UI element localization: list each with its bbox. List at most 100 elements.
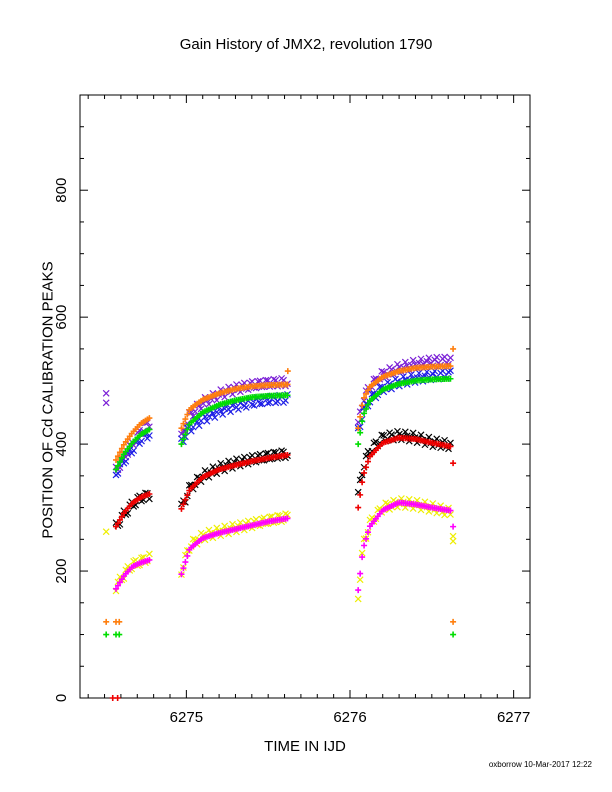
data-point bbox=[219, 410, 227, 418]
data-point bbox=[116, 449, 123, 456]
data-point bbox=[284, 392, 291, 399]
data-point bbox=[236, 519, 244, 526]
data-point bbox=[359, 402, 366, 409]
data-point bbox=[355, 587, 362, 594]
data-point bbox=[357, 491, 364, 498]
data-point bbox=[180, 565, 187, 572]
data-point bbox=[363, 535, 370, 542]
data-point bbox=[256, 400, 264, 408]
data-point bbox=[146, 426, 153, 433]
data-point bbox=[441, 353, 449, 361]
data-point bbox=[118, 513, 125, 520]
data-point bbox=[363, 405, 370, 412]
data-point bbox=[361, 410, 368, 417]
data-point bbox=[180, 501, 187, 508]
data-point bbox=[359, 418, 366, 425]
data-point bbox=[178, 425, 185, 432]
y-tick-label: 200 bbox=[53, 559, 70, 584]
data-point bbox=[270, 375, 278, 383]
outlier-point bbox=[450, 345, 457, 352]
data-point bbox=[217, 459, 225, 467]
data-point bbox=[362, 452, 370, 460]
data-point bbox=[356, 576, 364, 584]
data-point bbox=[205, 412, 213, 420]
data-point bbox=[361, 542, 368, 549]
data-point bbox=[184, 426, 191, 433]
data-point bbox=[180, 436, 187, 443]
data-point bbox=[417, 431, 425, 439]
outlier-point bbox=[116, 618, 123, 625]
data-point bbox=[401, 358, 409, 366]
data-point bbox=[114, 453, 121, 460]
data-point bbox=[284, 515, 291, 522]
data-point bbox=[258, 400, 266, 408]
data-point bbox=[433, 353, 441, 361]
data-point bbox=[118, 455, 125, 462]
data-point bbox=[114, 520, 121, 527]
data-point bbox=[248, 452, 256, 459]
data-point bbox=[354, 418, 362, 426]
data-point bbox=[211, 414, 219, 421]
data-point bbox=[184, 492, 191, 499]
data-point bbox=[363, 464, 370, 471]
data-point bbox=[407, 371, 415, 379]
data-point bbox=[355, 425, 362, 432]
data-point bbox=[240, 453, 248, 461]
data-point bbox=[447, 363, 454, 370]
data-point bbox=[361, 394, 368, 401]
y-axis-label-text: POSITION OF Cd CALIBRATION PEAKS bbox=[39, 261, 57, 539]
outlier-point bbox=[114, 695, 121, 701]
data-point bbox=[378, 367, 386, 375]
data-point bbox=[234, 406, 242, 413]
data-point bbox=[209, 410, 217, 418]
data-point bbox=[113, 523, 119, 530]
data-point bbox=[284, 381, 291, 388]
data-point bbox=[146, 490, 153, 497]
data-point bbox=[229, 520, 236, 528]
data-point bbox=[401, 428, 409, 436]
data-point bbox=[116, 579, 123, 586]
outlier-point bbox=[450, 523, 457, 530]
outlier-point bbox=[450, 618, 457, 625]
y-tick-label: 800 bbox=[53, 178, 70, 203]
data-point bbox=[361, 469, 368, 476]
outlier-point bbox=[102, 528, 110, 536]
data-point bbox=[359, 554, 366, 561]
data-point bbox=[355, 441, 362, 448]
data-point bbox=[357, 413, 364, 420]
outlier-point bbox=[103, 631, 110, 638]
x-tick-label: 6275 bbox=[170, 709, 203, 726]
data-point bbox=[146, 556, 153, 563]
data-point bbox=[116, 458, 123, 465]
data-point bbox=[225, 457, 233, 465]
data-point bbox=[372, 438, 380, 446]
data-point bbox=[365, 458, 371, 465]
data-point bbox=[447, 507, 454, 514]
x-axis-label: TIME IN IJD bbox=[264, 738, 346, 755]
data-point bbox=[217, 407, 225, 415]
outlier-point bbox=[102, 389, 110, 397]
data-point bbox=[130, 447, 138, 455]
outlier-point bbox=[450, 460, 457, 467]
data-point bbox=[357, 429, 364, 436]
data-point bbox=[441, 511, 449, 519]
data-point bbox=[423, 357, 431, 365]
data-point bbox=[365, 529, 371, 536]
data-point bbox=[205, 526, 213, 534]
data-point bbox=[264, 399, 272, 407]
data-point bbox=[447, 354, 454, 362]
footer-timestamp: oxborrow 10-Mar-2017 12:22 bbox=[488, 760, 592, 769]
data-point bbox=[227, 408, 234, 416]
data-point bbox=[266, 399, 274, 406]
data-point bbox=[447, 443, 454, 450]
data-point bbox=[113, 585, 119, 592]
data-point bbox=[409, 429, 417, 437]
data-point bbox=[213, 524, 221, 532]
data-point bbox=[365, 387, 371, 394]
data-point bbox=[114, 582, 121, 589]
data-point bbox=[178, 571, 185, 578]
data-point bbox=[256, 450, 264, 458]
data-point bbox=[180, 420, 187, 427]
data-point bbox=[114, 462, 121, 469]
